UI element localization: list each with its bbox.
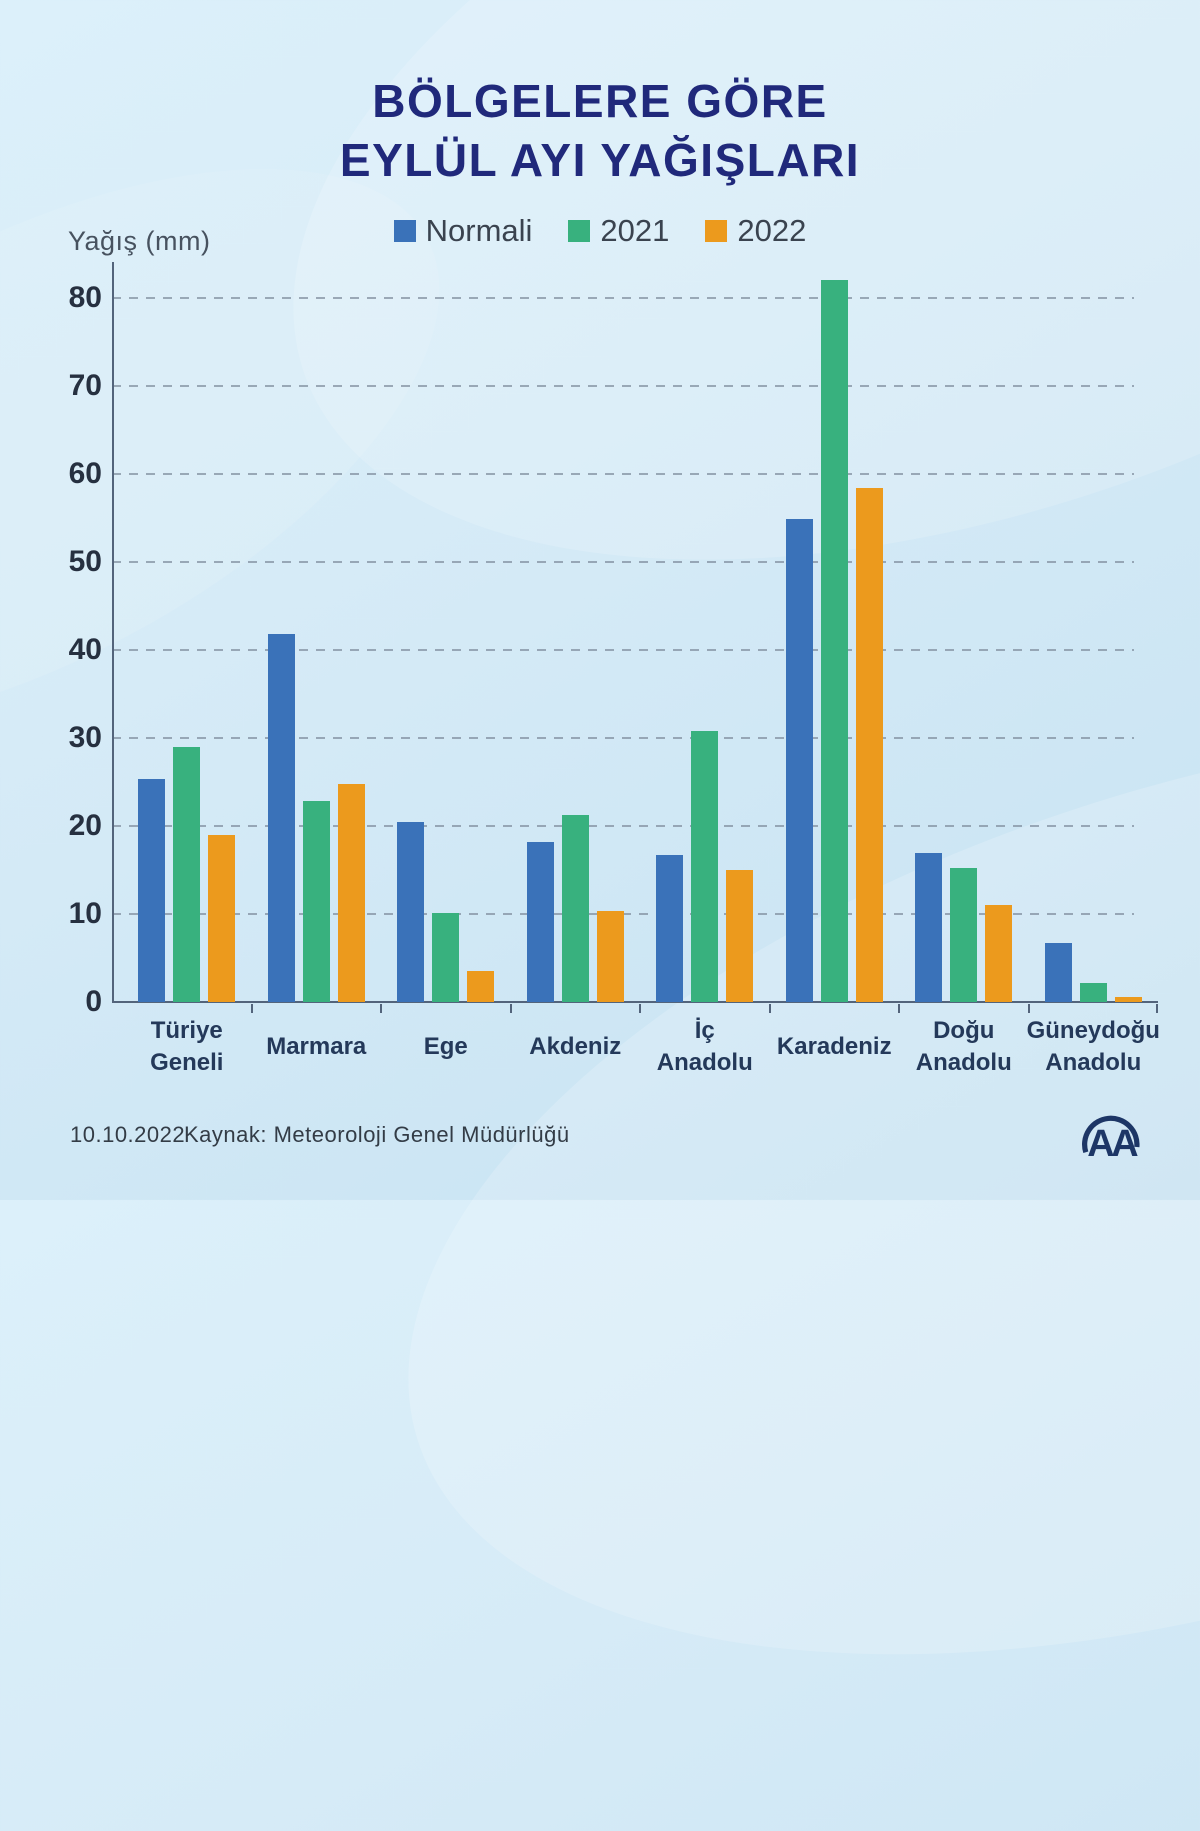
bar-group-marmara (252, 262, 382, 1002)
x-axis-tick (639, 1004, 641, 1013)
y-tick-label: 60 (68, 457, 102, 490)
bar-2022-do-u-anadolu (985, 905, 1013, 1002)
publish-date: 10.10.2022 (70, 1122, 186, 1147)
x-category-label: İç Anadolu (640, 1014, 770, 1080)
y-tick-label: 10 (68, 897, 102, 930)
bar-2021-g-neydo-u-anadolu (1079, 982, 1107, 1002)
bar-2022-i-anadolu (726, 870, 754, 1002)
x-axis-tick (769, 1004, 771, 1013)
bar-2022-akdeniz (596, 911, 624, 1002)
svg-text:AA: AA (1087, 1123, 1138, 1162)
x-category-label-line: Güneydoğu (1026, 1017, 1160, 1044)
x-category-label-line: Geneli (150, 1049, 224, 1076)
legend-item-2022: 2022 (705, 213, 806, 249)
bar-normali-g-neydo-u-anadolu (1044, 943, 1072, 1002)
bar-group-t-riye-geneli (122, 262, 252, 1002)
bar-group-i-anadolu (640, 262, 770, 1002)
bar-2022-t-riye-geneli (208, 834, 236, 1002)
bar-2021-karadeniz (820, 280, 848, 1002)
bar-group-do-u-anadolu (899, 262, 1029, 1002)
x-category-label-line: İç (694, 1017, 715, 1044)
legend-swatch-icon (705, 220, 728, 242)
x-axis-tick (251, 1004, 253, 1013)
x-axis-line (112, 1001, 1158, 1003)
bar-normali-i-anadolu (656, 855, 684, 1002)
bar-2022-karadeniz (855, 488, 883, 1002)
legend-item-normali: Normali (393, 213, 533, 249)
gridline-30 (112, 737, 1134, 739)
x-category-label: Ege (381, 1014, 511, 1080)
y-tick-label: 20 (68, 809, 102, 842)
bar-2021-do-u-anadolu (950, 868, 978, 1002)
x-axis-tick (898, 1004, 900, 1013)
source-credit: Kaynak: Meteoroloji Genel Müdürlüğü (184, 1122, 570, 1147)
y-tick-label: 40 (68, 633, 102, 666)
x-category-label-line: Ege (423, 1033, 468, 1060)
x-category-label-line: Akdeniz (529, 1033, 622, 1060)
gridline-70 (112, 385, 1134, 387)
chart-title-line2: EYLÜL AYI YAĞIŞLARI (339, 134, 861, 186)
x-axis-tick (380, 1004, 382, 1013)
bar-2021-marmara (302, 801, 330, 1002)
x-category-label: Karadeniz (770, 1014, 900, 1080)
bar-normali-ege (397, 822, 425, 1002)
chart-legend: Normali 2021 2022 (0, 213, 1200, 249)
x-category-label: Güneydoğu Anadolu (1026, 1014, 1160, 1080)
legend-swatch-icon (568, 220, 591, 242)
bar-2021-ege (432, 913, 460, 1002)
x-category-label: Marmara (252, 1014, 382, 1080)
bar-normali-t-riye-geneli (138, 779, 166, 1002)
bar-normali-do-u-anadolu (915, 853, 943, 1002)
bar-2022-g-neydo-u-anadolu (1114, 996, 1142, 1002)
bar-group-ege (381, 262, 511, 1002)
bar-2022-ege (467, 971, 495, 1002)
x-category-label-line: Karadeniz (776, 1033, 892, 1060)
legend-label: 2021 (600, 213, 670, 248)
legend-item-2021: 2021 (568, 213, 669, 249)
gridline-60 (112, 473, 1134, 475)
y-tick-label: 70 (68, 369, 102, 402)
bar-2021-t-riye-geneli (173, 746, 201, 1002)
gridline-50 (112, 561, 1134, 563)
bar-2021-i-anadolu (691, 730, 719, 1002)
x-category-label: Türiye Geneli (122, 1014, 252, 1080)
gridline-20 (112, 825, 1134, 827)
x-category-label: Doğu Anadolu (899, 1014, 1029, 1080)
chart-title: BÖLGELERE GÖRE EYLÜL AYI YAĞIŞLARI (0, 72, 1200, 190)
y-tick-label: 50 (68, 545, 102, 578)
anadolu-agency-logo: AA (1082, 1115, 1142, 1162)
y-tick-label: 0 (85, 985, 102, 1018)
bar-2022-marmara (337, 783, 365, 1002)
y-tick-label: 80 (68, 281, 102, 314)
y-axis-line (112, 262, 114, 1002)
bar-group-akdeniz (511, 262, 641, 1002)
x-axis-tick (1028, 1004, 1030, 1013)
y-tick-label: 30 (68, 721, 102, 754)
bar-normali-akdeniz (526, 841, 554, 1002)
x-category-label-line: Anadolu (1045, 1049, 1142, 1076)
bar-group-karadeniz (770, 262, 900, 1002)
bar-group-g-neydo-u-anadolu (1029, 262, 1159, 1002)
x-axis-tick (510, 1004, 512, 1013)
x-category-label-line: Doğu (933, 1017, 995, 1044)
gridline-80 (112, 297, 1134, 299)
legend-swatch-icon (393, 220, 416, 242)
x-category-label-line: Anadolu (915, 1049, 1012, 1076)
bar-chart-plot: 0 10 20 30 40 50 60 70 80 Türiye Geneli Marmara Ege A… (69, 262, 1160, 1076)
x-category-label-line: Marmara (266, 1033, 367, 1060)
y-axis-label: Yağış (mm) (68, 226, 211, 256)
legend-label: Normali (425, 213, 533, 248)
bar-normali-marmara (267, 634, 295, 1002)
x-category-label-line: Türiye (150, 1017, 223, 1044)
bar-2021-akdeniz (561, 814, 589, 1002)
chart-title-line1: BÖLGELERE GÖRE (372, 75, 828, 127)
bar-normali-karadeniz (785, 518, 813, 1002)
x-category-label: Akdeniz (511, 1014, 641, 1080)
x-axis-tick (1156, 1004, 1158, 1013)
gridline-40 (112, 649, 1134, 651)
x-category-label-line: Anadolu (656, 1049, 753, 1076)
legend-label: 2022 (737, 213, 807, 248)
